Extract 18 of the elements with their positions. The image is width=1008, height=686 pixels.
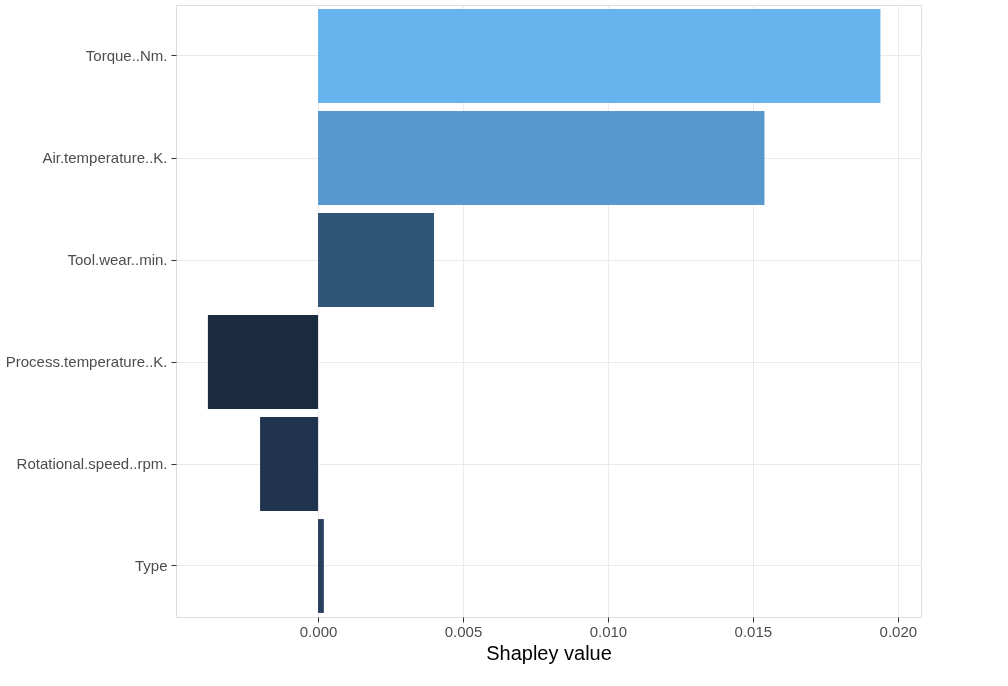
y-tick-label: Air.temperature..K.: [42, 149, 168, 166]
bar: [207, 315, 319, 409]
x-tick-label: 0.015: [734, 622, 773, 640]
bar: [260, 417, 319, 511]
x-tick-label: 0.000: [299, 622, 338, 640]
bar: [318, 519, 324, 613]
x-tick-label: 0.020: [879, 622, 918, 640]
y-tick-label: Type: [134, 557, 168, 574]
y-tick-label: Tool.wear..min.: [67, 251, 168, 268]
y-tick-label: Process.temperature..K.: [5, 353, 168, 370]
bar: [318, 213, 434, 307]
y-tick-label: Torque..Nm.: [85, 47, 168, 64]
bar: [318, 9, 881, 103]
bar: [318, 111, 765, 205]
x-tick-label: 0.005: [444, 622, 483, 640]
y-tick-label: Rotational.speed..rpm.: [16, 455, 168, 472]
x-tick-label: 0.010: [589, 622, 628, 640]
x-axis-title: Shapley value: [486, 641, 612, 664]
